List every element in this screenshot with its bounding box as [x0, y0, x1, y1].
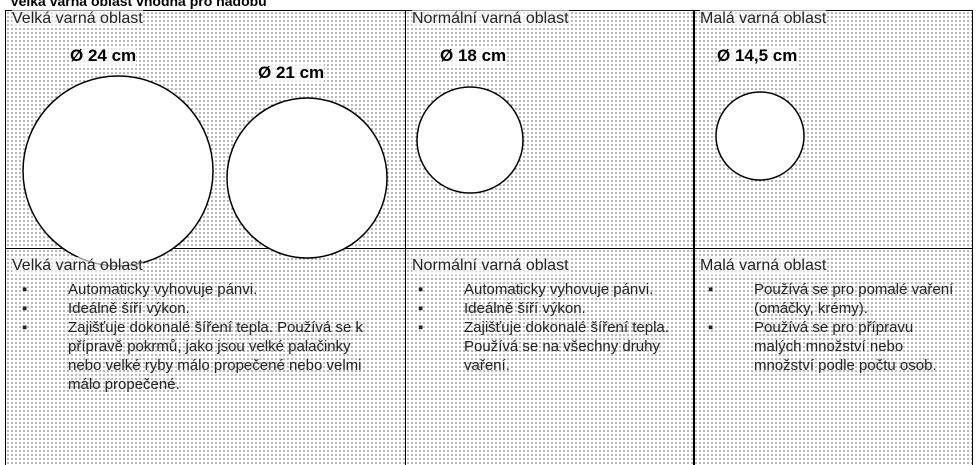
list: Automaticky vyhovuje pánvi. Ideálně šíří…	[20, 280, 370, 394]
list-item: Používá se pro přípravu malých množství …	[706, 318, 964, 375]
zone	[416, 86, 524, 194]
title: Velká varná oblast vhodná pro nádobu	[10, 0, 267, 9]
column-header: Malá varná oblast	[700, 10, 827, 28]
list-item: Ideálně šíří výkon.	[20, 299, 370, 318]
list-item: Zajišťuje dokonalé šíření tepla. Používá…	[20, 318, 370, 394]
list-item: Ideálně šíří výkon.	[416, 299, 684, 318]
column-header: Velká varná oblast	[12, 10, 143, 28]
subheader: Velká varná oblast	[12, 257, 143, 275]
zone	[22, 75, 214, 267]
size-label: Ø 14,5 cm	[717, 46, 798, 66]
column-header: Normální varná oblast	[412, 10, 569, 28]
list-item: Zajišťuje dokonalé šíření tepla. Používá…	[416, 318, 684, 375]
zone	[715, 91, 805, 181]
list-item: Automaticky vyhovuje pánvi.	[20, 280, 370, 299]
list-item: Automaticky vyhovuje pánvi.	[416, 280, 684, 299]
divider	[693, 10, 695, 465]
size-label: Ø 18 cm	[440, 46, 507, 66]
zone	[226, 97, 388, 259]
size-label: Ø 24 cm	[70, 46, 137, 66]
subheader: Malá varná oblast	[700, 257, 827, 275]
list: Používá se pro pomalé vaření (omáčky, kr…	[706, 280, 964, 375]
subheader: Normální varná oblast	[412, 257, 569, 275]
size-label: Ø 21 cm	[258, 63, 325, 83]
list-item: Používá se pro pomalé vaření (omáčky, kr…	[706, 280, 964, 318]
list: Automaticky vyhovuje pánvi. Ideálně šíří…	[416, 280, 684, 375]
